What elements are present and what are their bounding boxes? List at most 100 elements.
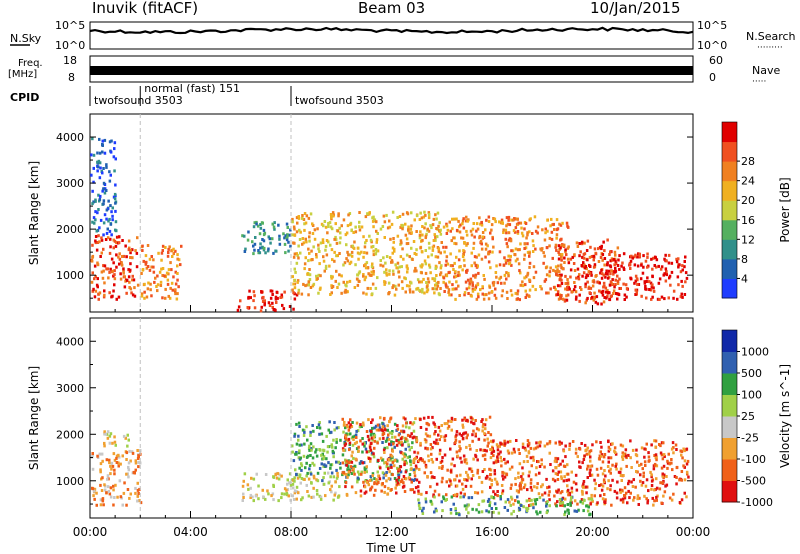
- time-tick-label: 20:00: [575, 525, 610, 539]
- range-cell: [506, 297, 509, 300]
- range-cell: [490, 223, 494, 227]
- range-cell: [543, 465, 546, 469]
- range-cell: [534, 270, 538, 274]
- range-cell: [616, 274, 619, 278]
- range-cell: [596, 501, 599, 505]
- range-cell: [111, 441, 114, 445]
- range-cell: [170, 268, 173, 272]
- range-cell: [96, 151, 99, 155]
- range-cell: [498, 444, 501, 448]
- range-cell: [606, 276, 610, 280]
- colorbar-swatch: [722, 278, 737, 299]
- range-cell: [382, 214, 386, 218]
- range-cell: [437, 292, 441, 296]
- range-cell: [489, 473, 492, 477]
- range-cell: [652, 286, 655, 290]
- range-cell: [338, 226, 341, 230]
- range-cell: [594, 482, 597, 486]
- range-cell: [343, 420, 346, 424]
- range-cell: [343, 443, 347, 447]
- range-cell: [269, 241, 272, 245]
- range-cell: [463, 241, 466, 244]
- range-cell: [433, 489, 437, 493]
- range-cell: [500, 464, 503, 468]
- range-cell: [350, 460, 354, 464]
- range-cell: [147, 281, 150, 285]
- time-tick-label: 00:00: [73, 525, 108, 539]
- range-cell: [399, 255, 403, 259]
- range-cell: [490, 495, 493, 499]
- range-cell: [135, 251, 139, 255]
- range-cell: [508, 467, 512, 471]
- range-cell: [103, 191, 107, 195]
- range-cell: [312, 445, 315, 449]
- range-cell: [309, 286, 313, 289]
- range-cell: [548, 451, 551, 455]
- range-cell: [169, 261, 172, 265]
- range-cell: [553, 228, 556, 231]
- range-cell: [124, 436, 127, 440]
- range-cell: [399, 480, 403, 484]
- range-cell: [322, 224, 325, 228]
- range-cell: [397, 476, 401, 480]
- range-cell: [476, 227, 480, 231]
- freq-nave-band: [90, 66, 693, 75]
- range-cell: [129, 248, 132, 252]
- range-cell: [407, 228, 410, 232]
- range-cell: [289, 228, 292, 232]
- range-cell: [587, 505, 590, 509]
- range-cell: [136, 283, 140, 287]
- range-cell: [135, 265, 139, 269]
- range-cell: [593, 494, 596, 498]
- range-cell: [399, 465, 403, 469]
- range-cell: [114, 220, 118, 224]
- range-cell: [318, 287, 322, 291]
- range-cell: [93, 221, 96, 225]
- range-cell: [353, 286, 357, 289]
- range-cell: [330, 274, 333, 278]
- range-cell: [400, 429, 403, 433]
- range-cell: [560, 255, 563, 259]
- range-cell: [98, 176, 102, 180]
- range-cell: [646, 252, 649, 256]
- range-cell: [296, 253, 299, 257]
- range-cell: [298, 449, 301, 453]
- range-cell: [118, 479, 122, 483]
- range-cell: [348, 441, 352, 445]
- range-cell: [439, 273, 442, 277]
- range-cell: [655, 477, 658, 481]
- range-cell: [105, 491, 108, 495]
- range-cell: [113, 435, 116, 439]
- range-cell: [247, 487, 250, 491]
- range-cell: [452, 502, 455, 506]
- range-cell: [347, 253, 350, 257]
- range-cell: [660, 295, 664, 299]
- range-cell: [548, 270, 552, 274]
- range-cell: [410, 211, 413, 215]
- range-cell: [589, 468, 592, 472]
- range-cell: [294, 270, 297, 274]
- range-cell: [685, 470, 689, 474]
- range-cell: [568, 493, 572, 497]
- range-cell: [105, 163, 108, 167]
- range-cell: [430, 502, 434, 506]
- range-cell: [252, 252, 255, 256]
- range-cell: [298, 475, 301, 479]
- range-cell: [456, 274, 460, 278]
- range-cell: [580, 240, 584, 244]
- range-cell: [297, 288, 301, 292]
- range-cell: [176, 257, 179, 261]
- range-cell: [659, 444, 662, 448]
- range-cell: [159, 284, 163, 287]
- range-cell: [487, 220, 491, 223]
- range-cell: [609, 272, 612, 276]
- range-cell: [110, 467, 113, 471]
- range-cell: [262, 495, 265, 499]
- range-cell: [276, 472, 280, 476]
- range-cell: [433, 291, 436, 295]
- range-cell: [272, 498, 275, 502]
- range-cell: [331, 285, 335, 288]
- range-cell: [280, 492, 284, 496]
- range-cell: [102, 167, 105, 170]
